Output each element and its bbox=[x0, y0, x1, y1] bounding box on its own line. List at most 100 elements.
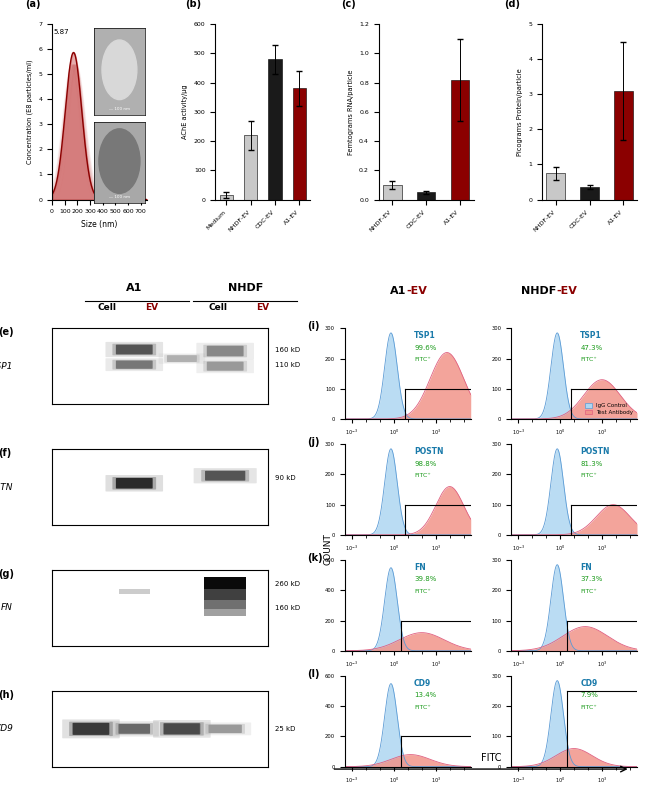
FancyBboxPatch shape bbox=[204, 600, 246, 608]
Bar bbox=[244, 136, 257, 199]
FancyBboxPatch shape bbox=[118, 724, 150, 734]
FancyBboxPatch shape bbox=[112, 344, 156, 355]
Text: FITC⁺: FITC⁺ bbox=[580, 589, 597, 594]
Text: 37.3%: 37.3% bbox=[580, 576, 603, 583]
FancyBboxPatch shape bbox=[164, 723, 200, 734]
FancyBboxPatch shape bbox=[202, 470, 249, 482]
Text: (j): (j) bbox=[307, 437, 320, 447]
Text: 99.6%: 99.6% bbox=[414, 345, 436, 351]
Text: (l): (l) bbox=[307, 669, 320, 679]
Text: FN: FN bbox=[414, 563, 426, 572]
FancyBboxPatch shape bbox=[203, 361, 247, 371]
Text: (i): (i) bbox=[307, 321, 320, 331]
Text: 13.4%: 13.4% bbox=[414, 692, 436, 698]
Text: (f): (f) bbox=[0, 448, 11, 458]
Text: EV: EV bbox=[256, 303, 269, 312]
Text: 47.3%: 47.3% bbox=[580, 345, 603, 351]
FancyBboxPatch shape bbox=[194, 468, 257, 483]
Bar bbox=[614, 91, 632, 199]
FancyBboxPatch shape bbox=[119, 589, 150, 594]
Text: FN: FN bbox=[580, 563, 592, 572]
FancyBboxPatch shape bbox=[153, 720, 211, 738]
FancyBboxPatch shape bbox=[207, 345, 244, 357]
Text: (h): (h) bbox=[0, 689, 14, 700]
Text: FITC⁺: FITC⁺ bbox=[580, 358, 597, 362]
Text: FITC⁺: FITC⁺ bbox=[414, 589, 431, 594]
Bar bbox=[417, 192, 436, 199]
Text: 98.8%: 98.8% bbox=[414, 461, 436, 466]
Text: Cell: Cell bbox=[209, 303, 228, 312]
FancyBboxPatch shape bbox=[209, 725, 242, 733]
Text: 90 kD: 90 kD bbox=[275, 475, 296, 481]
Text: 5.87: 5.87 bbox=[54, 30, 70, 36]
FancyBboxPatch shape bbox=[205, 470, 245, 481]
Text: (c): (c) bbox=[341, 0, 356, 9]
Text: POSTN: POSTN bbox=[0, 483, 13, 491]
Text: A1: A1 bbox=[126, 283, 142, 293]
Y-axis label: AChE activity/µg: AChE activity/µg bbox=[182, 85, 188, 139]
Text: (a): (a) bbox=[25, 0, 41, 9]
Text: -EV: -EV bbox=[556, 286, 577, 295]
FancyBboxPatch shape bbox=[105, 358, 163, 371]
Text: -EV: -EV bbox=[406, 286, 427, 295]
Y-axis label: Concentration (E8 particles/ml): Concentration (E8 particles/ml) bbox=[26, 60, 32, 164]
Text: CD9: CD9 bbox=[414, 679, 432, 688]
Bar bbox=[547, 174, 565, 199]
Text: FITC⁺: FITC⁺ bbox=[414, 473, 431, 479]
FancyBboxPatch shape bbox=[203, 345, 247, 358]
Text: COUNT: COUNT bbox=[324, 533, 333, 565]
Text: Cell: Cell bbox=[98, 303, 116, 312]
Bar bbox=[580, 187, 599, 199]
Text: FITC⁺: FITC⁺ bbox=[580, 705, 597, 710]
X-axis label: Size (nm): Size (nm) bbox=[81, 220, 118, 229]
FancyBboxPatch shape bbox=[204, 577, 246, 591]
FancyBboxPatch shape bbox=[105, 342, 163, 358]
Text: POSTN: POSTN bbox=[414, 447, 443, 456]
Text: (k): (k) bbox=[307, 553, 322, 563]
FancyBboxPatch shape bbox=[204, 588, 246, 600]
FancyBboxPatch shape bbox=[110, 721, 159, 737]
Text: FITC⁺: FITC⁺ bbox=[414, 358, 431, 362]
FancyBboxPatch shape bbox=[116, 478, 153, 488]
Text: 39.8%: 39.8% bbox=[414, 576, 436, 583]
FancyBboxPatch shape bbox=[116, 345, 153, 354]
Text: EV: EV bbox=[145, 303, 158, 312]
FancyBboxPatch shape bbox=[69, 721, 113, 736]
FancyBboxPatch shape bbox=[112, 360, 156, 370]
Text: TSP1: TSP1 bbox=[0, 362, 13, 370]
Bar bbox=[383, 185, 402, 199]
Text: (b): (b) bbox=[185, 0, 201, 9]
FancyBboxPatch shape bbox=[196, 359, 254, 373]
Text: 110 kD: 110 kD bbox=[275, 362, 300, 368]
Bar bbox=[220, 195, 233, 199]
Text: 160 kD: 160 kD bbox=[275, 605, 300, 611]
FancyBboxPatch shape bbox=[116, 361, 153, 369]
Text: POSTN: POSTN bbox=[580, 447, 610, 456]
FancyBboxPatch shape bbox=[207, 362, 244, 370]
FancyBboxPatch shape bbox=[167, 355, 197, 362]
Text: FITC⁺: FITC⁺ bbox=[580, 473, 597, 479]
FancyBboxPatch shape bbox=[62, 719, 120, 738]
FancyBboxPatch shape bbox=[160, 722, 203, 736]
Text: (d): (d) bbox=[504, 0, 520, 9]
FancyBboxPatch shape bbox=[112, 477, 156, 490]
Text: TSP1: TSP1 bbox=[414, 331, 436, 340]
Text: FITC: FITC bbox=[480, 753, 501, 763]
Text: 81.3%: 81.3% bbox=[580, 461, 603, 466]
Text: 7.9%: 7.9% bbox=[580, 692, 598, 698]
Text: NHDF: NHDF bbox=[521, 286, 556, 295]
Text: TSP1: TSP1 bbox=[580, 331, 602, 340]
FancyBboxPatch shape bbox=[73, 723, 109, 735]
FancyBboxPatch shape bbox=[204, 608, 246, 617]
Text: NHDF: NHDF bbox=[227, 283, 263, 293]
Legend: IgG Control, Test Antibody: IgG Control, Test Antibody bbox=[584, 402, 634, 416]
Bar bbox=[292, 89, 306, 199]
Text: FITC⁺: FITC⁺ bbox=[414, 705, 431, 710]
Bar bbox=[268, 59, 281, 199]
FancyBboxPatch shape bbox=[196, 343, 254, 359]
FancyBboxPatch shape bbox=[116, 723, 153, 734]
Bar bbox=[450, 80, 469, 199]
Text: 160 kD: 160 kD bbox=[275, 346, 300, 353]
Text: 25 kD: 25 kD bbox=[275, 725, 295, 732]
Text: 260 kD: 260 kD bbox=[275, 581, 300, 587]
